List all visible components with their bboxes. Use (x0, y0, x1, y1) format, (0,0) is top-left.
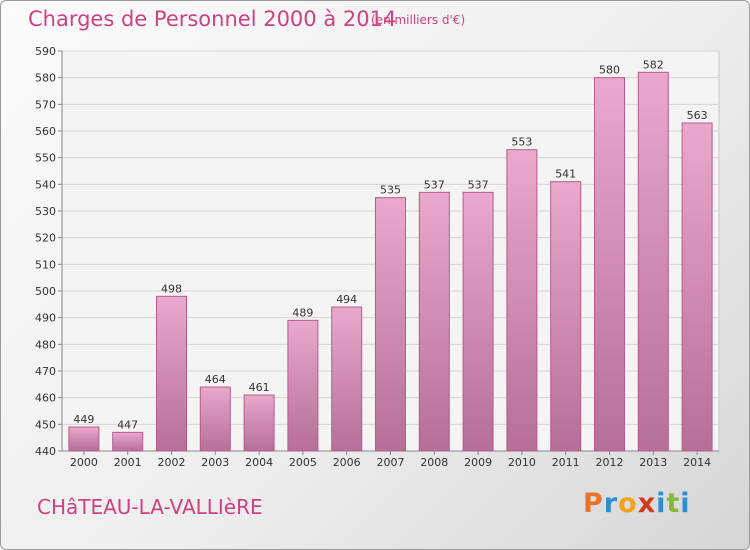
bar-2001 (112, 431, 144, 452)
bar-2002 (156, 295, 187, 452)
y-tick-label: 530 (35, 205, 56, 218)
y-tick-label: 470 (35, 365, 56, 378)
y-tick-label: 440 (35, 445, 56, 458)
data-label-2011: 541 (555, 168, 576, 181)
logo-letter: x (637, 488, 657, 519)
data-label-2005: 489 (292, 306, 313, 319)
bar-2008 (418, 191, 450, 452)
data-label-2013: 582 (643, 58, 664, 71)
x-tick-label-2011: 2011 (552, 456, 580, 469)
x-tick-label-2008: 2008 (420, 456, 448, 469)
y-tick-label: 500 (35, 285, 56, 298)
data-label-2006: 494 (336, 293, 357, 306)
logo-letter: r (603, 488, 619, 519)
logo-letter: o (618, 488, 638, 519)
data-label-2004: 461 (249, 381, 270, 394)
data-label-2001: 447 (117, 418, 138, 431)
bar-2009 (462, 191, 494, 452)
x-tick-label-2001: 2001 (114, 456, 142, 469)
y-tick-label: 550 (35, 152, 56, 165)
y-tick-label: 490 (35, 312, 56, 325)
y-tick-label: 560 (35, 125, 56, 138)
x-tick-label-2003: 2003 (201, 456, 229, 469)
chart-subtitle: (en milliers d'€) (371, 13, 466, 27)
bar-2010 (506, 149, 538, 452)
data-label-2014: 563 (687, 109, 708, 122)
data-label-2002: 498 (161, 282, 182, 295)
bar-2003 (199, 386, 231, 452)
bar-2011 (550, 181, 582, 452)
bar-2012 (594, 77, 625, 452)
proxiti-logo: Proxiti (583, 488, 691, 519)
bar-2006 (331, 306, 363, 452)
x-tick-label-2007: 2007 (377, 456, 405, 469)
logo-letter: t (666, 488, 681, 519)
x-tick-label-2012: 2012 (596, 456, 624, 469)
logo-letter: i (680, 488, 691, 519)
y-tick-label: 460 (35, 392, 56, 405)
bar-2007 (375, 197, 406, 452)
y-tick-label: 580 (35, 72, 56, 85)
data-label-2012: 580 (599, 64, 620, 77)
bar-2013 (637, 71, 669, 452)
data-label-2010: 553 (511, 136, 532, 149)
y-tick-label: 480 (35, 338, 56, 351)
chart-title: Charges de Personnel 2000 à 2014 (28, 7, 397, 31)
y-tick-label: 510 (35, 258, 56, 271)
x-tick-label-2000: 2000 (70, 456, 98, 469)
data-label-2003: 464 (205, 373, 226, 386)
bar-2014 (681, 122, 713, 452)
town-name: CHâTEAU-LA-VALLIèRE (37, 495, 263, 519)
y-tick-label: 450 (35, 418, 56, 431)
bar-2000 (68, 426, 100, 452)
x-tick-label-2006: 2006 (333, 456, 361, 469)
y-tick-label: 540 (35, 178, 56, 191)
x-tick-label-2009: 2009 (464, 456, 492, 469)
bar-2004 (243, 394, 275, 452)
data-label-2007: 535 (380, 184, 401, 197)
x-tick-label-2005: 2005 (289, 456, 317, 469)
bar-2005 (287, 319, 319, 452)
data-label-2000: 449 (73, 413, 94, 426)
logo-letter: P (583, 488, 604, 519)
x-tick-label-2014: 2014 (683, 456, 711, 469)
data-label-2008: 537 (424, 178, 445, 191)
data-label-2009: 537 (468, 178, 489, 191)
logo-letter: i (656, 488, 667, 519)
x-tick-label-2004: 2004 (245, 456, 273, 469)
y-tick-label: 520 (35, 232, 56, 245)
x-tick-label-2010: 2010 (508, 456, 536, 469)
y-tick-label: 570 (35, 98, 56, 111)
x-tick-label-2013: 2013 (639, 456, 667, 469)
x-tick-label-2002: 2002 (158, 456, 186, 469)
y-tick-label: 590 (35, 45, 56, 58)
